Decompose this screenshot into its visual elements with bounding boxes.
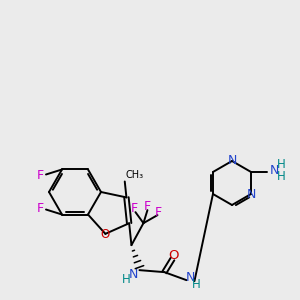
Text: N: N [269,164,279,176]
Text: F: F [155,206,162,219]
Text: CH₃: CH₃ [126,170,144,181]
Text: N: N [227,154,237,167]
Text: F: F [36,202,43,215]
Text: N: N [246,188,256,200]
Text: F: F [144,200,151,213]
Text: O: O [168,249,179,262]
Text: H: H [277,169,285,182]
Text: F: F [36,169,43,182]
Text: N: N [186,271,195,284]
Text: F: F [131,202,138,214]
Text: H: H [192,278,201,291]
Text: N: N [129,268,138,281]
Text: H: H [122,273,131,286]
Text: O: O [101,228,110,241]
Text: H: H [277,158,285,170]
